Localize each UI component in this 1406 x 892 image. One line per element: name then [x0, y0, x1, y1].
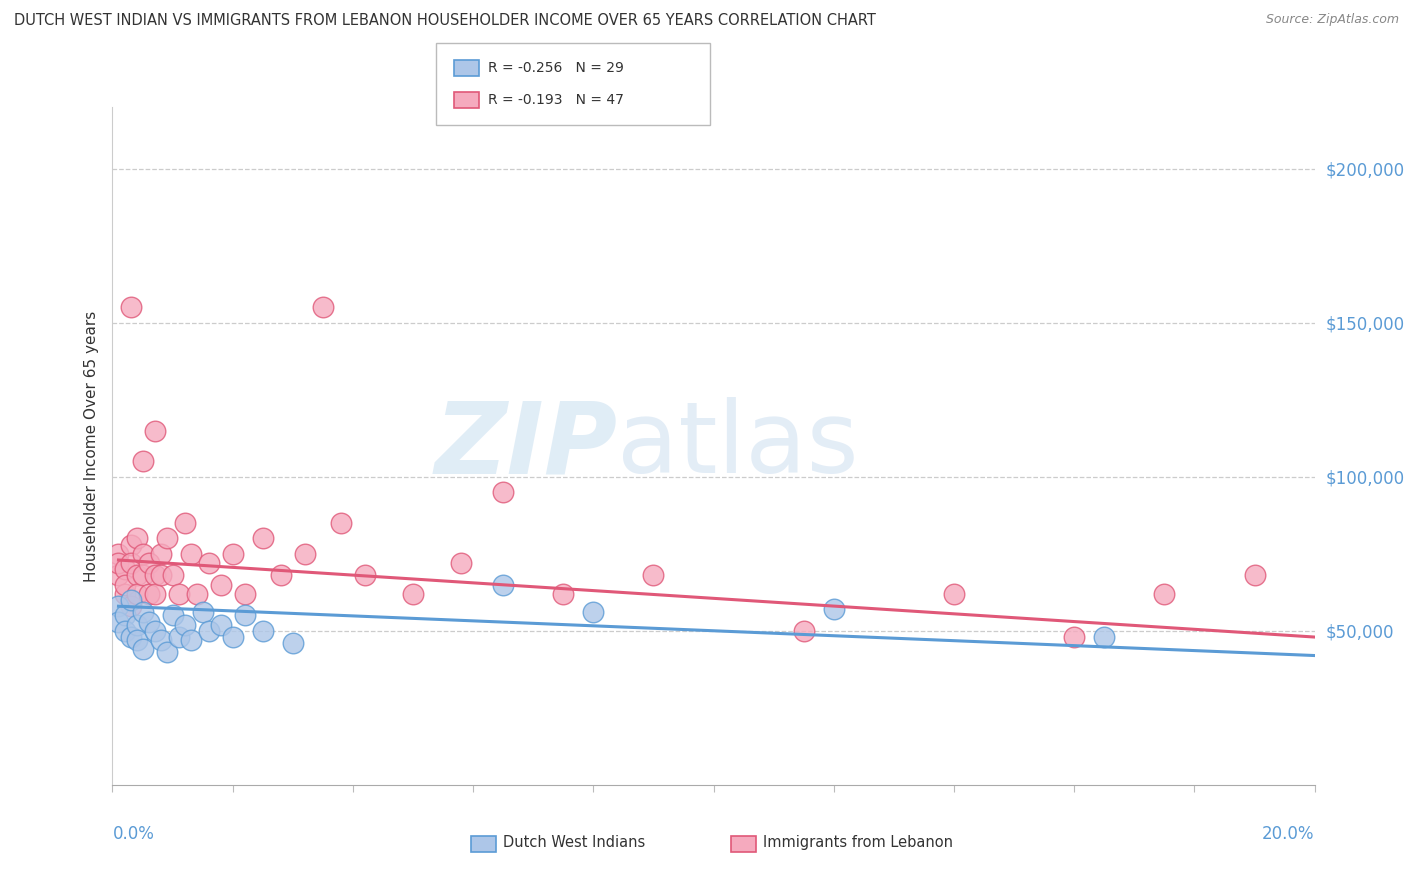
- Point: [197, 624, 219, 638]
- Point: [162, 608, 184, 623]
- Point: [107, 568, 129, 582]
- Point: [233, 587, 256, 601]
- Point: [125, 587, 148, 601]
- Point: [281, 636, 304, 650]
- Point: [1153, 587, 1175, 601]
- Point: [149, 633, 172, 648]
- Point: [173, 516, 195, 530]
- Point: [143, 424, 166, 438]
- Point: [107, 615, 129, 629]
- Text: R = -0.256   N = 29: R = -0.256 N = 29: [488, 61, 624, 75]
- Point: [138, 615, 160, 629]
- Point: [120, 301, 142, 315]
- Point: [120, 599, 142, 614]
- Point: [143, 587, 166, 601]
- Point: [131, 454, 153, 468]
- Point: [643, 568, 665, 582]
- Point: [167, 587, 190, 601]
- Point: [114, 577, 136, 591]
- Point: [270, 568, 292, 582]
- Point: [1063, 630, 1085, 644]
- Point: [191, 606, 214, 620]
- Point: [167, 630, 190, 644]
- Point: [294, 547, 316, 561]
- Point: [120, 630, 142, 644]
- Point: [114, 608, 136, 623]
- Point: [1243, 568, 1265, 582]
- Point: [131, 547, 153, 561]
- Point: [143, 624, 166, 638]
- Point: [125, 532, 148, 546]
- Point: [450, 556, 472, 570]
- Point: [173, 617, 195, 632]
- Point: [492, 577, 515, 591]
- Point: [823, 602, 845, 616]
- Point: [138, 556, 160, 570]
- Point: [120, 593, 142, 607]
- Point: [1092, 630, 1115, 644]
- Point: [125, 617, 148, 632]
- Point: [138, 587, 160, 601]
- Point: [149, 547, 172, 561]
- Point: [793, 624, 815, 638]
- Point: [125, 568, 148, 582]
- Point: [209, 577, 232, 591]
- Text: R = -0.193   N = 47: R = -0.193 N = 47: [488, 93, 624, 107]
- Text: atlas: atlas: [617, 398, 859, 494]
- Point: [180, 547, 202, 561]
- Text: DUTCH WEST INDIAN VS IMMIGRANTS FROM LEBANON HOUSEHOLDER INCOME OVER 65 YEARS CO: DUTCH WEST INDIAN VS IMMIGRANTS FROM LEB…: [14, 13, 876, 29]
- Point: [149, 568, 172, 582]
- Point: [582, 606, 605, 620]
- Point: [402, 587, 425, 601]
- Text: Immigrants from Lebanon: Immigrants from Lebanon: [763, 836, 953, 850]
- Point: [492, 485, 515, 500]
- Point: [329, 516, 352, 530]
- Text: 20.0%: 20.0%: [1263, 825, 1315, 843]
- Point: [143, 568, 166, 582]
- Point: [553, 587, 575, 601]
- Point: [131, 642, 153, 657]
- Point: [155, 532, 177, 546]
- Point: [114, 562, 136, 576]
- Y-axis label: Householder Income Over 65 years: Householder Income Over 65 years: [83, 310, 98, 582]
- Point: [155, 645, 177, 659]
- Point: [125, 633, 148, 648]
- Point: [131, 568, 153, 582]
- Point: [131, 606, 153, 620]
- Point: [120, 538, 142, 552]
- Text: ZIP: ZIP: [434, 398, 617, 494]
- Point: [107, 547, 129, 561]
- Point: [354, 568, 377, 582]
- Point: [120, 556, 142, 570]
- Point: [197, 556, 219, 570]
- Text: 0.0%: 0.0%: [112, 825, 155, 843]
- Point: [107, 599, 129, 614]
- Point: [114, 587, 136, 601]
- Point: [222, 547, 245, 561]
- Point: [107, 556, 129, 570]
- Point: [942, 587, 965, 601]
- Point: [114, 624, 136, 638]
- Point: [222, 630, 245, 644]
- Text: Source: ZipAtlas.com: Source: ZipAtlas.com: [1265, 13, 1399, 27]
- Point: [312, 301, 335, 315]
- Text: Dutch West Indians: Dutch West Indians: [503, 836, 645, 850]
- Point: [180, 633, 202, 648]
- Point: [252, 624, 274, 638]
- Point: [209, 617, 232, 632]
- Point: [162, 568, 184, 582]
- Point: [252, 532, 274, 546]
- Point: [233, 608, 256, 623]
- Point: [186, 587, 208, 601]
